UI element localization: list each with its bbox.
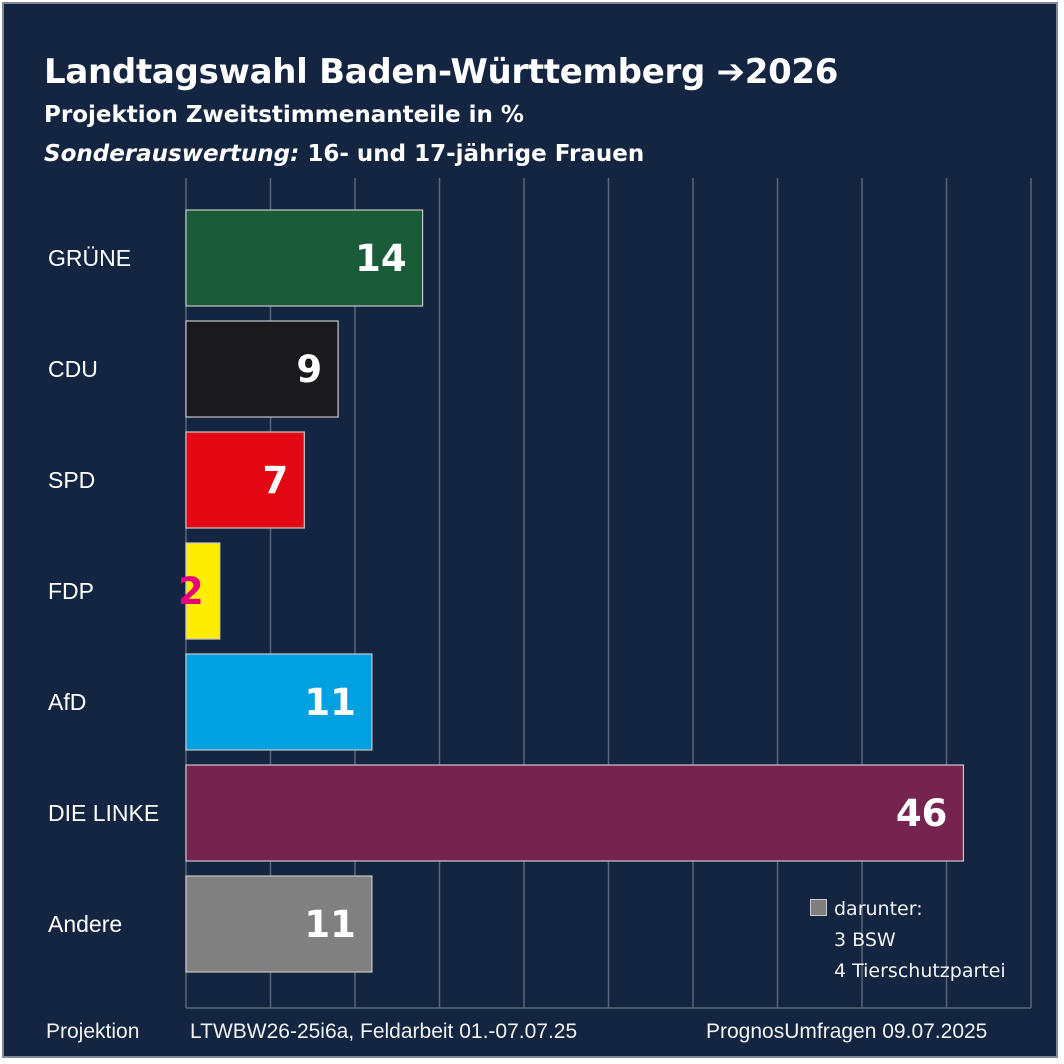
bar-andere (185, 875, 373, 973)
subtitle-italic: Sonderauswertung: (44, 141, 300, 167)
bar-afd (185, 653, 373, 751)
note-line-bsw: 3 BSW (834, 929, 896, 951)
note-heading: darunter: (834, 898, 923, 920)
category-label-cdu: CDU (48, 356, 98, 382)
bar-value-fdp: 2 (178, 570, 204, 613)
footer-left: Projektion (46, 1020, 140, 1043)
bar-chart: 14 GRÜNE 9 CDU 7 SPD 2 FDP 11 AfD 46 DIE LINKE 11 And… (48, 178, 1032, 1009)
bar-value-spd: 7 (263, 459, 289, 502)
bar-cdu (185, 320, 339, 418)
bar-value-andere: 11 (304, 903, 356, 946)
subtitle-rest: 16- und 17-jährige Frauen (299, 141, 645, 167)
note-line-tierschutz: 4 Tierschutzpartei (834, 960, 1006, 982)
category-label-andere: Andere (48, 911, 122, 937)
chart-subtitle-special: Sonderauswertung: 16- und 17-jährige Fra… (44, 141, 644, 167)
bar-spd (185, 431, 305, 529)
bar-gr-ne (185, 209, 424, 307)
bar-die-linke (185, 764, 965, 862)
category-label-die-linke: DIE LINKE (48, 800, 159, 826)
category-label-spd: SPD (48, 467, 95, 493)
footer-right: PrognosUmfragen 09.07.2025 (706, 1020, 988, 1043)
others-swatch (810, 899, 827, 916)
bar-fdp (185, 542, 221, 640)
category-label-fdp: FDP (48, 578, 94, 604)
others-note: darunter: 3 BSW 4 Tierschutzpartei (810, 894, 1006, 987)
bar-value-die-linke: 46 (896, 792, 948, 835)
category-label-gr-ne: GRÜNE (48, 245, 131, 271)
footer-middle: LTWBW26-25i6a, Feldarbeit 01.-07.07.25 (190, 1020, 578, 1043)
chart-title: Landtagswahl Baden-Württemberg ➔2026 (44, 52, 839, 92)
chart-subtitle: Projektion Zweitstimmenanteile in % (44, 102, 524, 128)
bar-value-afd: 11 (304, 681, 356, 724)
bar-value-cdu: 9 (296, 348, 322, 391)
category-label-afd: AfD (48, 689, 86, 715)
bar-value-gr-ne: 14 (355, 237, 407, 280)
